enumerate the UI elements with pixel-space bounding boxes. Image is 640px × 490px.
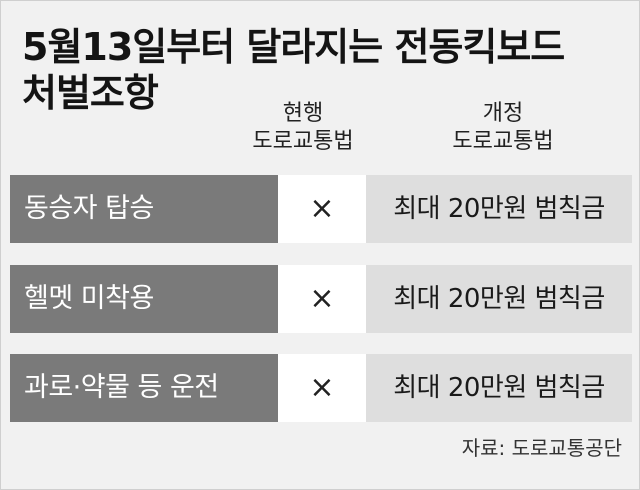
current-law-cell: ×	[278, 175, 366, 243]
page-title: 5월13일부터 달라지는 전동킥보드 처벌조항	[22, 24, 565, 116]
column-header-revised-line-1: 개정	[482, 101, 524, 126]
column-header-current-law: 현행 도로교통법	[248, 100, 358, 156]
table-row: 과로·약물 등 운전 × 최대 20만원 범칙금	[10, 354, 632, 422]
current-law-cell: ×	[278, 265, 366, 333]
column-header-revised-line-2: 도로교통법	[452, 129, 554, 154]
table-row: 동승자 탑승 × 최대 20만원 범칙금	[10, 175, 632, 243]
title-line-1: 5월13일부터 달라지는 전동킥보드	[22, 25, 565, 69]
revised-law-cell: 최대 20만원 범칙금	[366, 265, 632, 333]
table-row: 헬멧 미착용 × 최대 20만원 범칙금	[10, 265, 632, 333]
title-line-2: 처벌조항	[22, 71, 159, 115]
revised-law-cell: 최대 20만원 범칙금	[366, 354, 632, 422]
row-label: 과로·약물 등 운전	[10, 354, 278, 422]
row-label: 동승자 탑승	[10, 175, 278, 243]
column-header-current-line-1: 현행	[282, 101, 324, 126]
current-law-cell: ×	[278, 354, 366, 422]
revised-law-cell: 최대 20만원 범칙금	[366, 175, 632, 243]
column-header-current-line-2: 도로교통법	[252, 129, 354, 154]
source-credit: 자료: 도로교통공단	[461, 436, 622, 460]
row-label: 헬멧 미착용	[10, 265, 278, 333]
column-header-revised-law: 개정 도로교통법	[418, 100, 588, 156]
